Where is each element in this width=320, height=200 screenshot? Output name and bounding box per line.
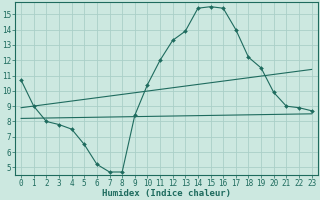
X-axis label: Humidex (Indice chaleur): Humidex (Indice chaleur) xyxy=(102,189,231,198)
